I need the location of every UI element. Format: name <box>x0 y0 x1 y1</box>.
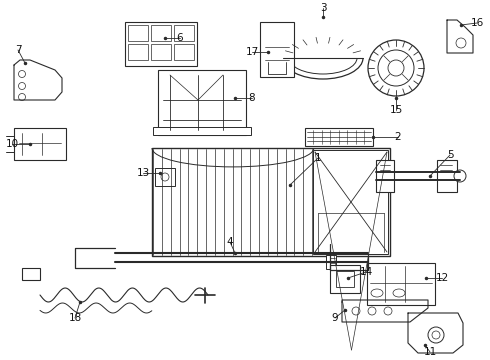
Bar <box>260 22 294 77</box>
Ellipse shape <box>393 289 405 297</box>
Bar <box>152 148 390 256</box>
Bar <box>376 160 394 192</box>
Text: 6: 6 <box>177 33 183 43</box>
Text: 1: 1 <box>315 153 321 163</box>
Bar <box>330 265 360 293</box>
Bar <box>158 70 246 135</box>
Circle shape <box>378 50 414 86</box>
Bar <box>128 44 148 60</box>
Text: 15: 15 <box>390 105 403 115</box>
Circle shape <box>19 82 25 90</box>
Circle shape <box>368 40 424 96</box>
Bar <box>22 268 40 280</box>
Text: 4: 4 <box>227 237 233 247</box>
Bar <box>14 128 66 160</box>
Bar <box>174 25 194 41</box>
Bar <box>326 255 336 269</box>
Text: 11: 11 <box>423 347 437 357</box>
Circle shape <box>432 331 440 339</box>
Bar <box>151 44 171 60</box>
Bar <box>305 128 373 146</box>
Bar <box>153 127 251 135</box>
Bar <box>174 44 194 60</box>
Circle shape <box>388 60 404 76</box>
Circle shape <box>384 307 392 315</box>
Bar <box>155 168 175 186</box>
Text: 5: 5 <box>447 150 453 160</box>
Text: 14: 14 <box>359 267 372 277</box>
Bar <box>336 271 354 287</box>
Text: 9: 9 <box>332 313 338 323</box>
Circle shape <box>19 94 25 100</box>
Text: 10: 10 <box>5 139 19 149</box>
Circle shape <box>352 307 360 315</box>
Text: 18: 18 <box>69 313 82 323</box>
Text: 16: 16 <box>470 18 484 28</box>
Circle shape <box>454 170 466 182</box>
Bar <box>367 263 435 305</box>
Ellipse shape <box>371 289 383 297</box>
Circle shape <box>368 307 376 315</box>
Circle shape <box>19 71 25 77</box>
Text: 3: 3 <box>319 3 326 13</box>
Text: 13: 13 <box>136 168 149 178</box>
Circle shape <box>456 38 466 48</box>
Bar <box>125 22 197 66</box>
Text: 12: 12 <box>436 273 449 283</box>
Text: 8: 8 <box>249 93 255 103</box>
Bar <box>313 150 388 254</box>
Bar <box>437 160 457 192</box>
Circle shape <box>161 173 169 181</box>
Circle shape <box>428 327 444 343</box>
Text: 17: 17 <box>245 47 259 57</box>
Text: 7: 7 <box>15 45 21 55</box>
Bar <box>151 25 171 41</box>
Bar <box>128 25 148 41</box>
Text: 2: 2 <box>394 132 401 142</box>
